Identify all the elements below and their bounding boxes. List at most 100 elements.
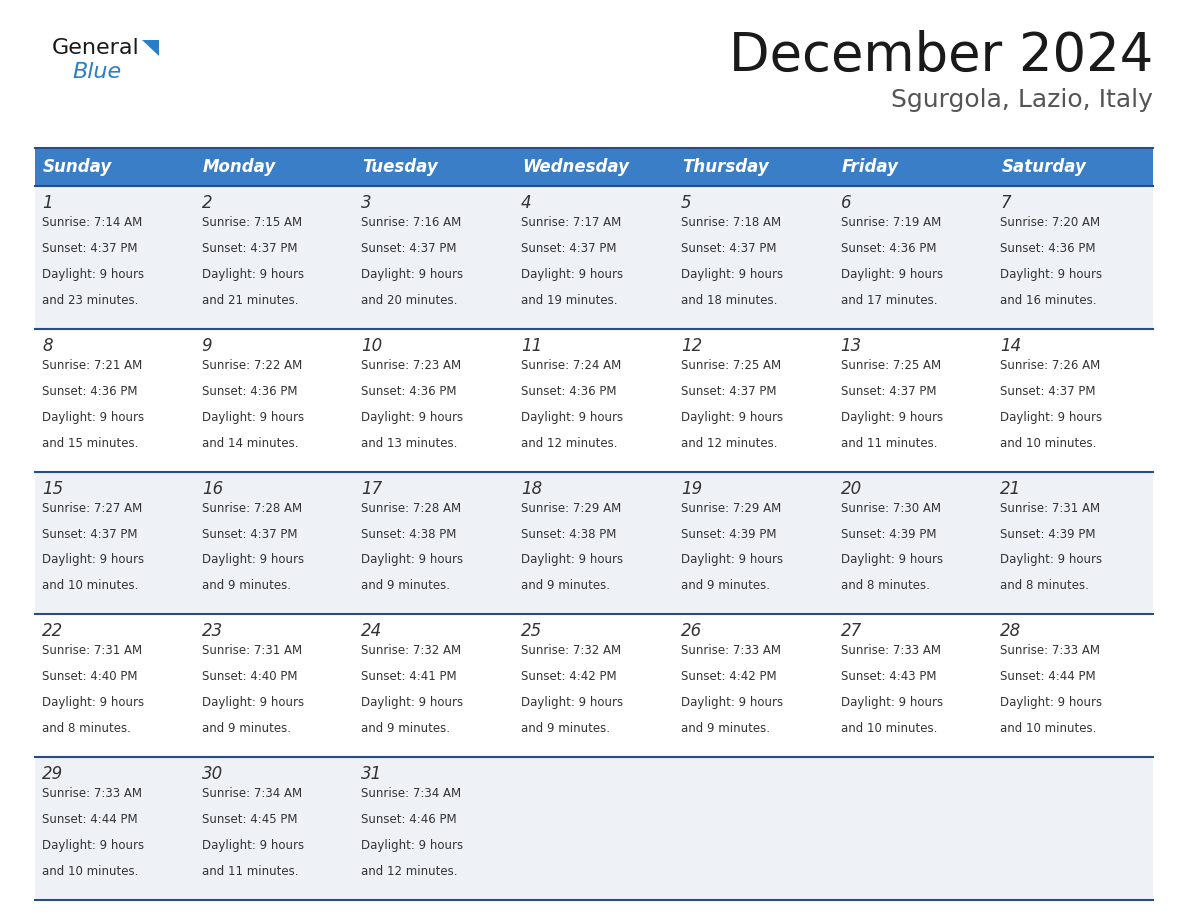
Text: Daylight: 9 hours: Daylight: 9 hours — [681, 696, 783, 710]
Text: Sunset: 4:36 PM: Sunset: 4:36 PM — [361, 385, 457, 397]
Text: 3: 3 — [361, 194, 372, 212]
Text: Sunrise: 7:16 AM: Sunrise: 7:16 AM — [361, 216, 462, 229]
Bar — [34, 757, 1154, 900]
Text: 22: 22 — [42, 622, 63, 641]
Text: Daylight: 9 hours: Daylight: 9 hours — [42, 554, 144, 566]
Text: and 9 minutes.: and 9 minutes. — [681, 579, 770, 592]
Bar — [34, 614, 1154, 757]
Text: Sunset: 4:41 PM: Sunset: 4:41 PM — [361, 670, 457, 683]
Text: and 9 minutes.: and 9 minutes. — [681, 722, 770, 735]
Text: Daylight: 9 hours: Daylight: 9 hours — [361, 839, 463, 852]
Text: Sunset: 4:43 PM: Sunset: 4:43 PM — [841, 670, 936, 683]
Text: Daylight: 9 hours: Daylight: 9 hours — [1000, 268, 1102, 281]
Text: 9: 9 — [202, 337, 213, 354]
Text: Sunrise: 7:29 AM: Sunrise: 7:29 AM — [522, 501, 621, 515]
Text: Monday: Monday — [203, 158, 276, 176]
Text: Sunset: 4:36 PM: Sunset: 4:36 PM — [1000, 242, 1095, 255]
Text: Sunrise: 7:28 AM: Sunrise: 7:28 AM — [361, 501, 462, 515]
Text: 27: 27 — [841, 622, 861, 641]
Text: Sunrise: 7:32 AM: Sunrise: 7:32 AM — [522, 644, 621, 657]
Text: Sunset: 4:37 PM: Sunset: 4:37 PM — [202, 242, 297, 255]
Text: and 9 minutes.: and 9 minutes. — [202, 722, 291, 735]
Text: Sunrise: 7:31 AM: Sunrise: 7:31 AM — [42, 644, 143, 657]
Text: 4: 4 — [522, 194, 532, 212]
Text: Sunset: 4:37 PM: Sunset: 4:37 PM — [841, 385, 936, 397]
Text: and 13 minutes.: and 13 minutes. — [361, 437, 457, 450]
Bar — [993, 148, 1154, 186]
Text: Sunrise: 7:26 AM: Sunrise: 7:26 AM — [1000, 359, 1100, 372]
Text: 26: 26 — [681, 622, 702, 641]
Text: Sunrise: 7:27 AM: Sunrise: 7:27 AM — [42, 501, 143, 515]
Text: Daylight: 9 hours: Daylight: 9 hours — [841, 410, 943, 423]
Text: Daylight: 9 hours: Daylight: 9 hours — [841, 554, 943, 566]
Text: Daylight: 9 hours: Daylight: 9 hours — [681, 410, 783, 423]
Text: Sunrise: 7:29 AM: Sunrise: 7:29 AM — [681, 501, 781, 515]
Text: Daylight: 9 hours: Daylight: 9 hours — [202, 696, 304, 710]
Text: Daylight: 9 hours: Daylight: 9 hours — [202, 554, 304, 566]
Text: Daylight: 9 hours: Daylight: 9 hours — [42, 268, 144, 281]
Text: Friday: Friday — [841, 158, 898, 176]
Text: Sunrise: 7:34 AM: Sunrise: 7:34 AM — [202, 788, 302, 800]
Text: Daylight: 9 hours: Daylight: 9 hours — [202, 268, 304, 281]
Text: Daylight: 9 hours: Daylight: 9 hours — [1000, 696, 1102, 710]
Text: and 8 minutes.: and 8 minutes. — [1000, 579, 1089, 592]
Text: and 8 minutes.: and 8 minutes. — [42, 722, 131, 735]
Text: and 10 minutes.: and 10 minutes. — [1000, 437, 1097, 450]
Text: Daylight: 9 hours: Daylight: 9 hours — [42, 410, 144, 423]
Bar — [34, 148, 195, 186]
Text: Sunday: Sunday — [43, 158, 112, 176]
Text: and 21 minutes.: and 21 minutes. — [202, 294, 298, 307]
Text: Sunset: 4:37 PM: Sunset: 4:37 PM — [42, 242, 138, 255]
Text: Sunrise: 7:30 AM: Sunrise: 7:30 AM — [841, 501, 941, 515]
Text: 19: 19 — [681, 479, 702, 498]
Text: Daylight: 9 hours: Daylight: 9 hours — [522, 268, 624, 281]
Text: Sunset: 4:37 PM: Sunset: 4:37 PM — [522, 242, 617, 255]
Text: Sunset: 4:37 PM: Sunset: 4:37 PM — [42, 528, 138, 541]
Text: Wednesday: Wednesday — [523, 158, 630, 176]
Text: Sunset: 4:39 PM: Sunset: 4:39 PM — [1000, 528, 1095, 541]
Text: and 9 minutes.: and 9 minutes. — [522, 579, 611, 592]
Text: Sunset: 4:39 PM: Sunset: 4:39 PM — [841, 528, 936, 541]
Text: Sunset: 4:46 PM: Sunset: 4:46 PM — [361, 813, 457, 826]
Text: Sunrise: 7:31 AM: Sunrise: 7:31 AM — [202, 644, 302, 657]
Text: and 11 minutes.: and 11 minutes. — [841, 437, 937, 450]
Text: 13: 13 — [841, 337, 861, 354]
Text: Sunset: 4:37 PM: Sunset: 4:37 PM — [202, 528, 297, 541]
Text: Sunrise: 7:22 AM: Sunrise: 7:22 AM — [202, 359, 302, 372]
Text: Sunrise: 7:34 AM: Sunrise: 7:34 AM — [361, 788, 462, 800]
Text: 29: 29 — [42, 766, 63, 783]
Text: Sunset: 4:40 PM: Sunset: 4:40 PM — [42, 670, 138, 683]
Text: Sunrise: 7:28 AM: Sunrise: 7:28 AM — [202, 501, 302, 515]
Bar — [34, 472, 1154, 614]
Text: Sunrise: 7:25 AM: Sunrise: 7:25 AM — [681, 359, 781, 372]
Text: Thursday: Thursday — [682, 158, 769, 176]
Text: Sunrise: 7:15 AM: Sunrise: 7:15 AM — [202, 216, 302, 229]
Text: Blue: Blue — [72, 62, 121, 82]
Text: Daylight: 9 hours: Daylight: 9 hours — [681, 554, 783, 566]
Text: Sunset: 4:36 PM: Sunset: 4:36 PM — [841, 242, 936, 255]
Text: Sunrise: 7:14 AM: Sunrise: 7:14 AM — [42, 216, 143, 229]
Text: Sunrise: 7:18 AM: Sunrise: 7:18 AM — [681, 216, 781, 229]
Text: Sunrise: 7:33 AM: Sunrise: 7:33 AM — [681, 644, 781, 657]
Text: Sunrise: 7:24 AM: Sunrise: 7:24 AM — [522, 359, 621, 372]
Text: 23: 23 — [202, 622, 223, 641]
Text: Daylight: 9 hours: Daylight: 9 hours — [42, 696, 144, 710]
Text: Daylight: 9 hours: Daylight: 9 hours — [361, 554, 463, 566]
Text: 28: 28 — [1000, 622, 1022, 641]
Bar — [834, 148, 993, 186]
Text: Daylight: 9 hours: Daylight: 9 hours — [361, 268, 463, 281]
Text: Daylight: 9 hours: Daylight: 9 hours — [202, 839, 304, 852]
Text: and 16 minutes.: and 16 minutes. — [1000, 294, 1097, 307]
Text: 14: 14 — [1000, 337, 1022, 354]
Bar — [354, 148, 514, 186]
Bar — [34, 186, 1154, 329]
Bar — [514, 148, 674, 186]
Text: 16: 16 — [202, 479, 223, 498]
Text: and 9 minutes.: and 9 minutes. — [202, 579, 291, 592]
Text: Sunrise: 7:20 AM: Sunrise: 7:20 AM — [1000, 216, 1100, 229]
Text: Sunrise: 7:23 AM: Sunrise: 7:23 AM — [361, 359, 462, 372]
Text: Sunrise: 7:31 AM: Sunrise: 7:31 AM — [1000, 501, 1100, 515]
Text: 30: 30 — [202, 766, 223, 783]
Text: and 8 minutes.: and 8 minutes. — [841, 579, 929, 592]
Text: Sunset: 4:36 PM: Sunset: 4:36 PM — [42, 385, 138, 397]
